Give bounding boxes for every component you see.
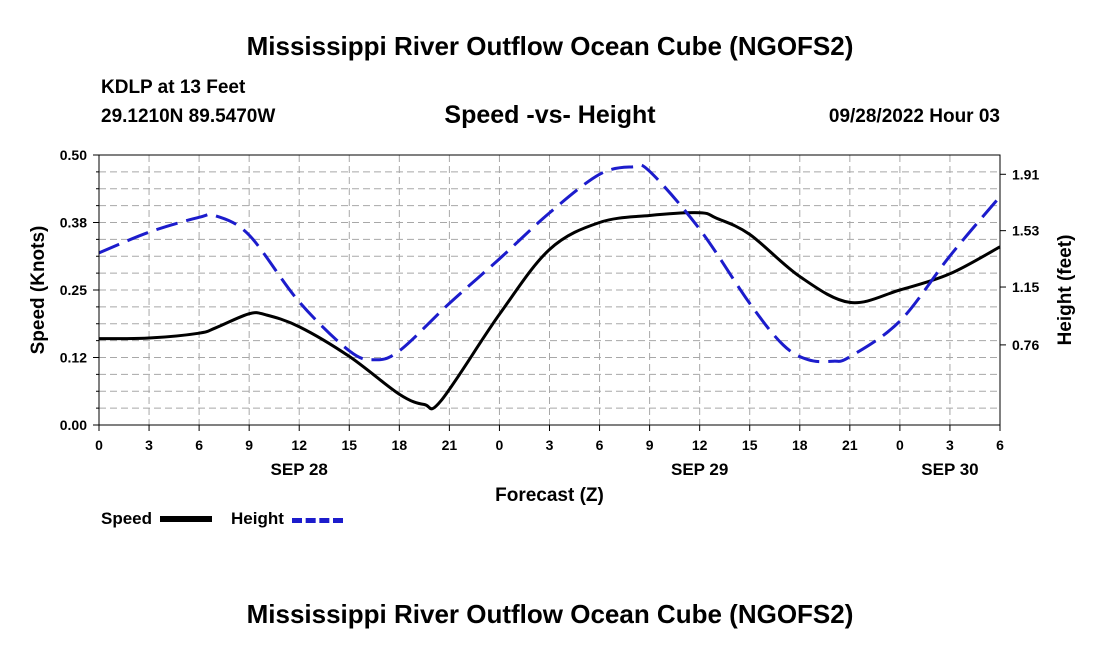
y-tick-label: 0.50 [60,147,87,163]
series-line-speed [98,211,1001,411]
x-axis-title: Forecast (Z) [495,485,604,506]
y-tick-label: 0.00 [60,417,87,433]
x-tick-label: 9 [245,437,253,453]
x-tick-label: 6 [996,437,1004,453]
x-tick-label: 0 [496,437,504,453]
series-line-height [98,163,1002,364]
y2-tick-label: 1.15 [1012,279,1039,295]
footer-title: Mississippi River Outflow Ocean Cube (NG… [246,599,854,629]
y-tick-label: 0.38 [60,215,87,231]
grid-lines [99,155,1000,425]
legend-speed-swatch [160,516,212,522]
x-tick-label: 0 [896,437,904,453]
legend-height-swatch [292,518,343,523]
y2-tick-label: 1.53 [1012,223,1039,239]
x-tick-label: 0 [95,437,103,453]
x-tick-label: 15 [341,437,357,453]
x-tick-label: 12 [692,437,708,453]
x-tick-label: 12 [291,437,307,453]
y-tick-label: 0.25 [60,282,87,298]
chart-title: Mississippi River Outflow Ocean Cube (NG… [246,31,854,61]
y2-axis-title: Height (feet) [1055,235,1076,346]
date-label: SEP 28 [271,460,328,479]
x-tick-label: 18 [392,437,408,453]
y-axis-title: Speed (Knots) [28,226,49,355]
x-tick-label: 9 [646,437,654,453]
y2-tick-label: 1.91 [1012,166,1039,182]
x-tick-label: 3 [946,437,954,453]
x-tick-label: 3 [546,437,554,453]
y-tick-label: 0.12 [60,350,87,366]
x-tick-label: 18 [792,437,808,453]
y2-tick-label: 0.76 [1012,337,1039,353]
chart-subtitle: Speed -vs- Height [444,101,656,129]
forecast-datetime: 09/28/2022 Hour 03 [828,106,1000,127]
x-tick-label: 21 [842,437,858,453]
legend-height-label: Height [231,509,284,528]
x-tick-label: 3 [145,437,153,453]
speed-height-chart: 0.00 0.12 0.25 0.38 0.50 0.76 1.15 1.53 1.91 0 3 6 9… [28,147,1076,506]
legend-speed-label: Speed [101,509,153,528]
axes: 0.00 0.12 0.25 0.38 0.50 0.76 1.15 1.53 1.91 0 3 6 9… [28,147,1076,506]
station-coordinates: 29.1210N 89.5470W [101,106,276,127]
x-tick-label: 6 [596,437,604,453]
x-tick-label: 6 [195,437,203,453]
date-label: SEP 30 [921,460,978,479]
date-label: SEP 29 [671,460,728,479]
series-lines [98,163,1002,411]
station-label: KDLP at 13 Feet [101,77,246,98]
x-tick-label: 21 [442,437,458,453]
x-tick-label: 15 [742,437,758,453]
